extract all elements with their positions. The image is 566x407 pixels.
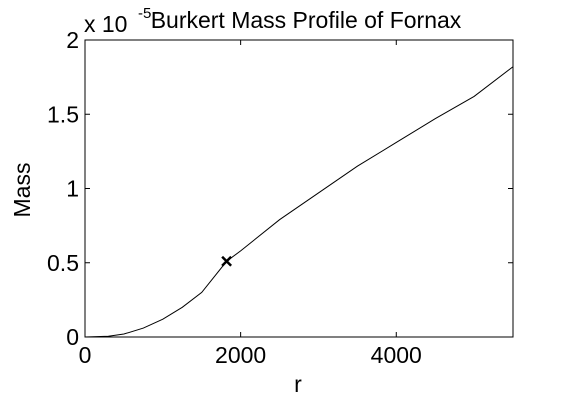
y-tick-label: 2 (66, 27, 79, 53)
y-tick-label: 1.5 (47, 101, 79, 127)
y-tick-label: 1 (66, 176, 79, 202)
line (84, 66, 514, 338)
y-axis-label: Mass (9, 163, 35, 218)
y-multiplier-base: x 10 (84, 11, 127, 37)
marker (221, 255, 233, 267)
x-tick-label: 0 (79, 342, 92, 368)
y-tick-label: 0.5 (47, 250, 79, 276)
x-axis-label: r (294, 371, 302, 397)
chart-title: Burkert Mass Profile of Fornax (151, 7, 462, 33)
y-tick-label: 0 (66, 324, 79, 350)
x-tick-label: 4000 (371, 342, 422, 368)
x-tick-label: 2000 (215, 342, 266, 368)
y-multiplier-exponent: -5 (138, 5, 151, 22)
